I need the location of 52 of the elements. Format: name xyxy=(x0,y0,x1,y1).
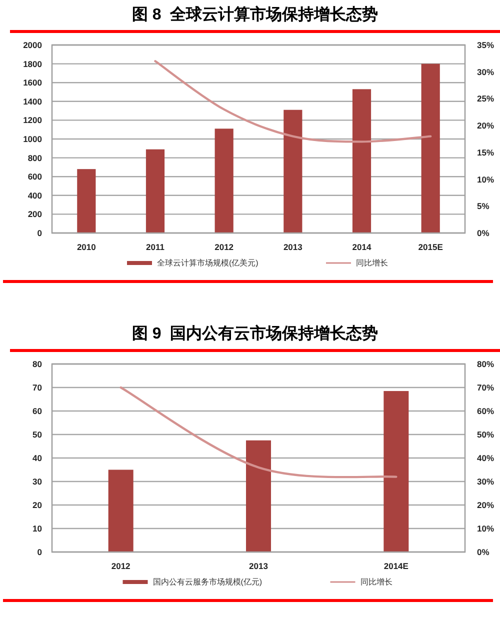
x-tick-label: 2014 xyxy=(352,242,372,252)
y-tick-label: 40 xyxy=(32,453,42,463)
y-tick-label: 20 xyxy=(32,500,42,510)
x-tick-label: 2015E xyxy=(418,242,444,252)
y-tick-label: 800 xyxy=(28,152,42,163)
y-tick-label: 50 xyxy=(32,430,42,440)
y2-tick-label: 15% xyxy=(477,147,494,158)
y2-tick-label: 30% xyxy=(477,66,494,77)
y-tick-label: 0 xyxy=(37,547,42,557)
y2-tick-label: 50% xyxy=(477,430,494,440)
y2-tick-label: 70% xyxy=(477,382,494,392)
x-tick-label: 2013 xyxy=(249,561,268,571)
y2-tick-label: 0% xyxy=(477,547,490,557)
y2-tick-label: 60% xyxy=(477,406,494,416)
y2-tick-label: 20% xyxy=(477,500,494,510)
y-tick-label: 0 xyxy=(37,228,42,238)
x-tick-label: 2012 xyxy=(111,561,131,571)
y2-tick-label: 80% xyxy=(477,359,494,369)
title: 图 8 全球云计算市场保持增长态势 xyxy=(132,6,378,24)
y2-tick-label: 5% xyxy=(477,201,490,212)
y2-tick-label: 20% xyxy=(477,120,494,131)
y-tick-label: 1600 xyxy=(23,78,42,88)
legend-label: 同比增长 xyxy=(360,578,392,586)
y-tick-label: 70 xyxy=(32,382,42,392)
y-tick-label: 1800 xyxy=(23,58,42,69)
y-tick-label: 200 xyxy=(28,209,42,220)
y-tick-label: 600 xyxy=(28,172,42,182)
legend-label: 全球云计算市场规模(亿美元) xyxy=(157,258,259,268)
y-tick-label: 2000 xyxy=(23,40,42,50)
x-tick-label: 2013 xyxy=(283,242,303,252)
y-tick-label: 80 xyxy=(32,359,42,369)
x-tick-label: 2012 xyxy=(214,242,234,252)
y2-tick-label: 10% xyxy=(477,524,494,534)
y2-tick-label: 35% xyxy=(477,40,494,50)
y-tick-label: 1000 xyxy=(23,134,42,144)
y-tick-label: 30 xyxy=(32,476,42,486)
x-tick-label: 2011 xyxy=(146,242,165,252)
y2-tick-label: 25% xyxy=(477,94,494,104)
y-tick-label: 60 xyxy=(32,406,42,416)
y-tick-label: 1400 xyxy=(23,96,42,106)
y-tick-label: 400 xyxy=(28,190,42,200)
x-tick-label: 2010 xyxy=(76,242,96,252)
y2-tick-label: 10% xyxy=(477,174,494,184)
y-tick-label: 10 xyxy=(32,524,42,534)
y2-tick-label: 30% xyxy=(477,476,494,486)
y2-tick-label: 40% xyxy=(477,453,494,463)
y-tick-label: 1200 xyxy=(23,115,42,126)
x-tick-label: 2014E xyxy=(384,561,409,571)
y2-tick-label: 0% xyxy=(477,228,490,238)
title: 图 9 国内公有云市场保持增长态势 xyxy=(132,326,378,342)
legend-label: 同比增长 xyxy=(356,258,388,268)
legend-label: 国内公有云服务市场规模(亿元) xyxy=(152,578,262,586)
